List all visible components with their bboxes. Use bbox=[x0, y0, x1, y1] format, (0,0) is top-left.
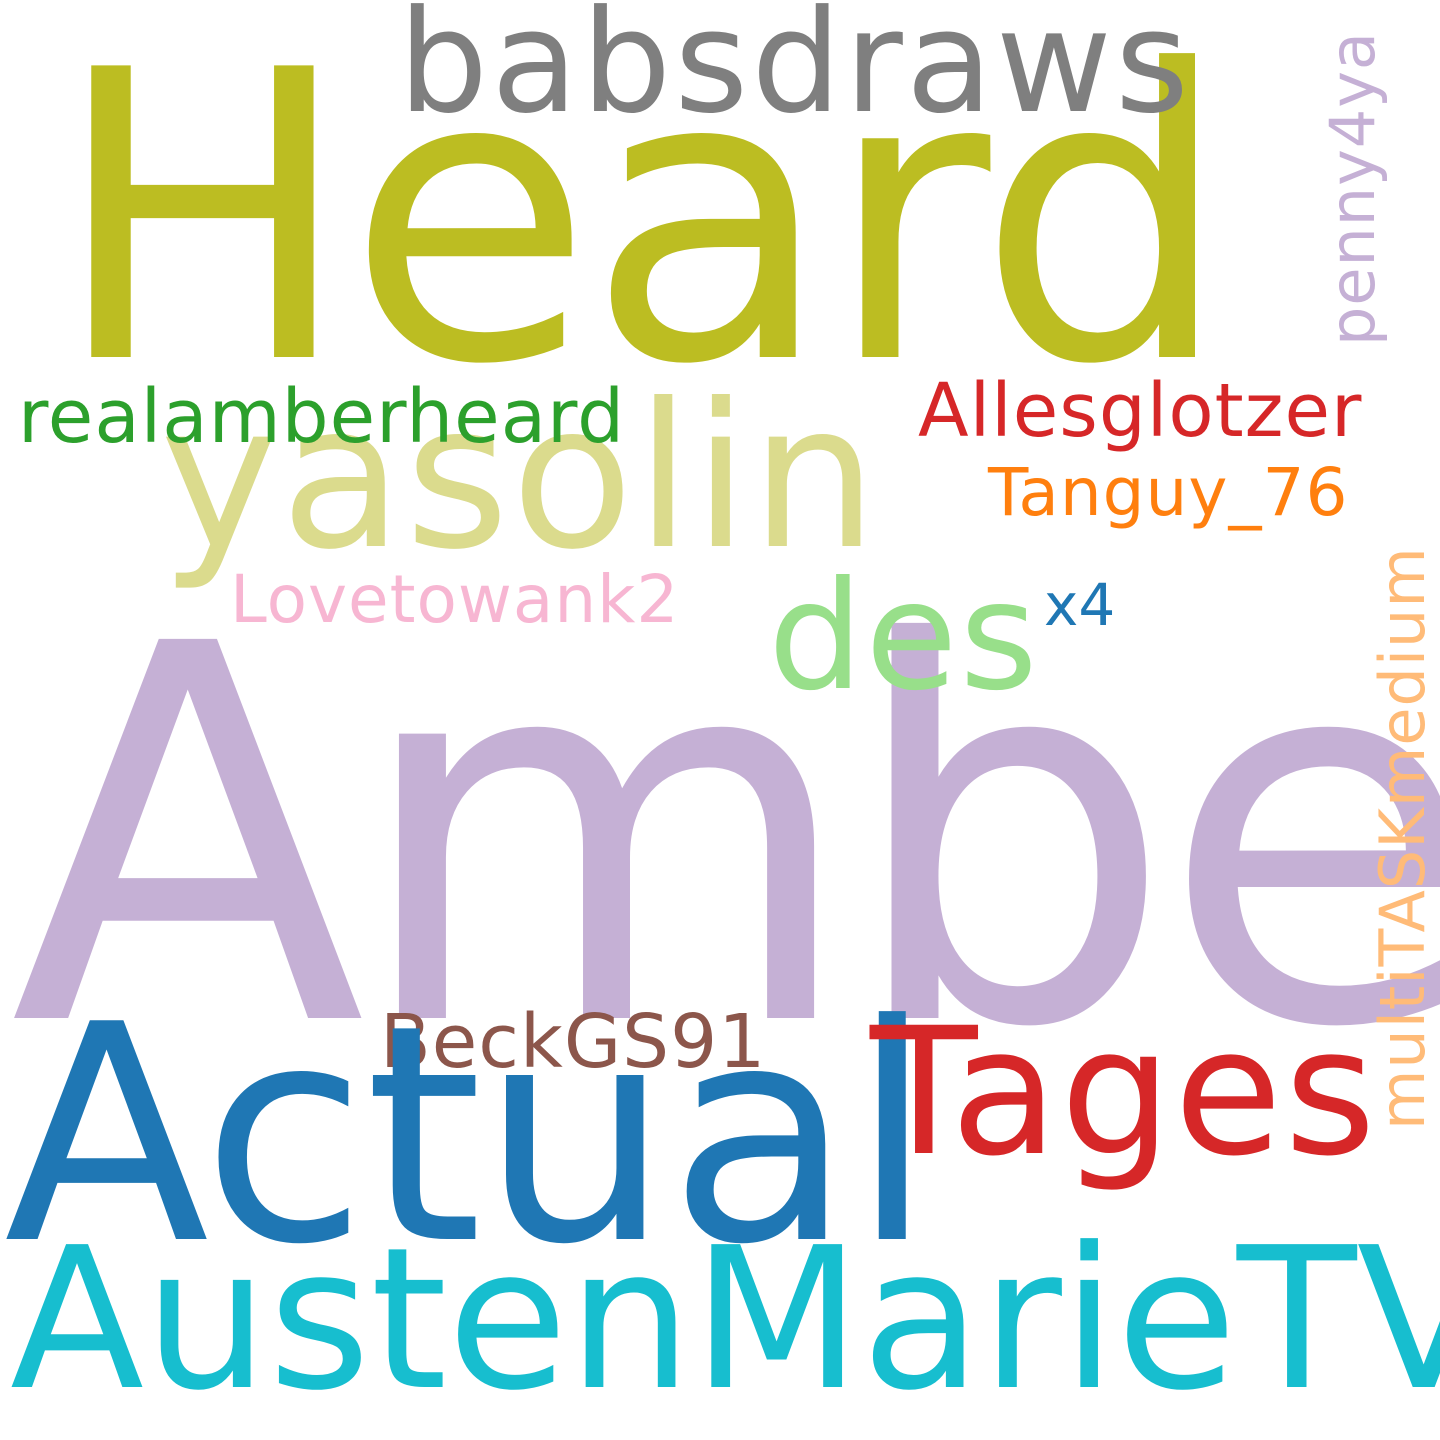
word-actual: Actual bbox=[4, 961, 934, 1310]
word-tages: Tages bbox=[870, 990, 1378, 1195]
word-tanguy-76: Tanguy_76 bbox=[988, 454, 1349, 531]
word-yasolin: yasolin bbox=[160, 361, 880, 594]
word-amber: Amber bbox=[10, 535, 1440, 1141]
word-multitaskmedium: multiTASKmedium bbox=[1366, 546, 1439, 1130]
word-lovetowank2: Lovetowank2 bbox=[230, 561, 680, 638]
word-austenmarietv: AustenMarieTV bbox=[10, 1206, 1440, 1434]
word-beckgs91: BeckGS91 bbox=[380, 999, 767, 1085]
word-x4: x4 bbox=[1044, 571, 1116, 639]
word-allesglotzer: Allesglotzer bbox=[918, 368, 1363, 454]
word-babsdraws: babsdraws bbox=[398, 0, 1192, 145]
word-des: des bbox=[768, 550, 1040, 724]
word-realamberheard: realamberheard bbox=[18, 374, 626, 460]
word-heard: Heard bbox=[52, 0, 1231, 452]
word-penny4ya: penny4ya bbox=[1316, 31, 1389, 346]
